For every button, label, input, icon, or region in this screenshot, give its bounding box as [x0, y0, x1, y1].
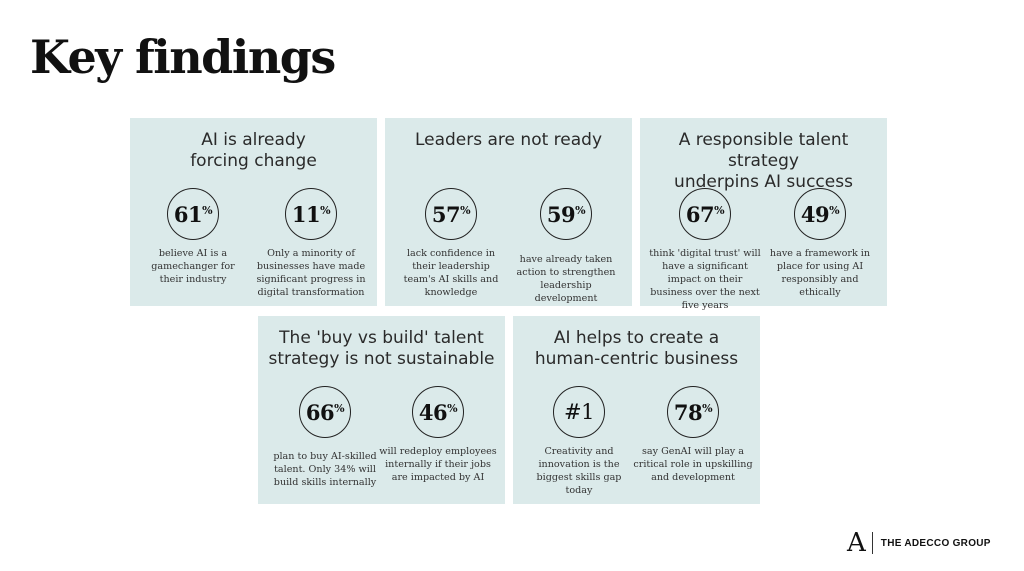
card-title: A responsible talent strategy underpins …	[674, 130, 853, 192]
stat-circle: 61%	[167, 188, 219, 240]
stat-item: 49% have a framework in place for using …	[758, 188, 882, 299]
stat-description: Creativity and innovation is the biggest…	[536, 446, 622, 496]
stat-value: 57%	[431, 201, 471, 227]
stat-value: 46%	[418, 399, 458, 425]
stat-description: plan to buy AI-skilled talent. Only 34% …	[273, 451, 377, 488]
finding-card-responsible-talent: A responsible talent strategy underpins …	[640, 118, 887, 311]
finding-card-ai-forcing-change: AI is already forcing change 61% believe…	[130, 118, 377, 306]
logo-divider	[871, 532, 873, 554]
stat-item: 59% have already taken action to strengt…	[504, 188, 628, 305]
stat-description: have a framework in place for using AI r…	[769, 248, 871, 298]
card-title: Leaders are not ready	[414, 130, 603, 150]
page-title: Key findings	[30, 30, 336, 84]
stat-value: 67%	[685, 201, 725, 227]
stat-value: 78%	[673, 399, 713, 425]
stat-circle: 78%	[667, 386, 719, 438]
card-title: AI is already forcing change	[190, 130, 317, 171]
stat-item: 46% will redeploy employees internally i…	[376, 386, 500, 484]
stat-item: 57% lack confidence in their leadership …	[389, 188, 513, 299]
finding-card-buy-vs-build: The 'buy vs build' talent strategy is no…	[258, 316, 505, 504]
stat-description: will redeploy employees internally if th…	[379, 446, 497, 483]
stat-description: Only a minority of businesses have made …	[256, 248, 366, 298]
stat-circle: 59%	[540, 188, 592, 240]
stat-value: 59%	[546, 201, 586, 227]
adecco-a-icon: A	[847, 528, 866, 558]
stat-description: say GenAI will play a critical role in u…	[633, 446, 753, 483]
stat-circle: 57%	[425, 188, 477, 240]
stat-circle: 66%	[299, 386, 351, 438]
stat-value: #1	[564, 399, 594, 424]
stat-circle: 49%	[794, 188, 846, 240]
stat-description: believe AI is a gamechanger for their in…	[151, 248, 235, 285]
stat-value: 61%	[173, 201, 213, 227]
stat-item: 78% say GenAI will play a critical role …	[631, 386, 755, 484]
finding-card-human-centric: AI helps to create a human-centric busin…	[513, 316, 760, 504]
stat-description: think 'digital trust' will have a signif…	[649, 248, 761, 311]
stat-circle: 67%	[679, 188, 731, 240]
stat-value: 49%	[800, 201, 840, 227]
stat-value: 66%	[305, 399, 345, 425]
adecco-group-logo: A THE ADECCO GROUP	[847, 530, 991, 556]
stat-circle: #1	[553, 386, 605, 438]
stat-item: 66% plan to buy AI-skilled talent. Only …	[263, 386, 387, 489]
stat-item: 11% Only a minority of businesses have m…	[249, 188, 373, 299]
card-title: The 'buy vs build' talent strategy is no…	[268, 328, 495, 369]
logo-wordmark: THE ADECCO GROUP	[880, 537, 991, 549]
stat-description: lack confidence in their leadership team…	[403, 248, 499, 298]
finding-card-leaders-not-ready: Leaders are not ready 57% lack confidenc…	[385, 118, 632, 306]
stat-description: have already taken action to strengthen …	[516, 254, 616, 304]
stat-item: #1 Creativity and innovation is the bigg…	[517, 386, 641, 497]
stat-circle: 11%	[285, 188, 337, 240]
card-title: AI helps to create a human-centric busin…	[534, 328, 739, 369]
stat-circle: 46%	[412, 386, 464, 438]
stat-item: 61% believe AI is a gamechanger for thei…	[131, 188, 255, 286]
stat-value: 11%	[291, 201, 331, 227]
stat-item: 67% think 'digital trust' will have a si…	[643, 188, 767, 312]
